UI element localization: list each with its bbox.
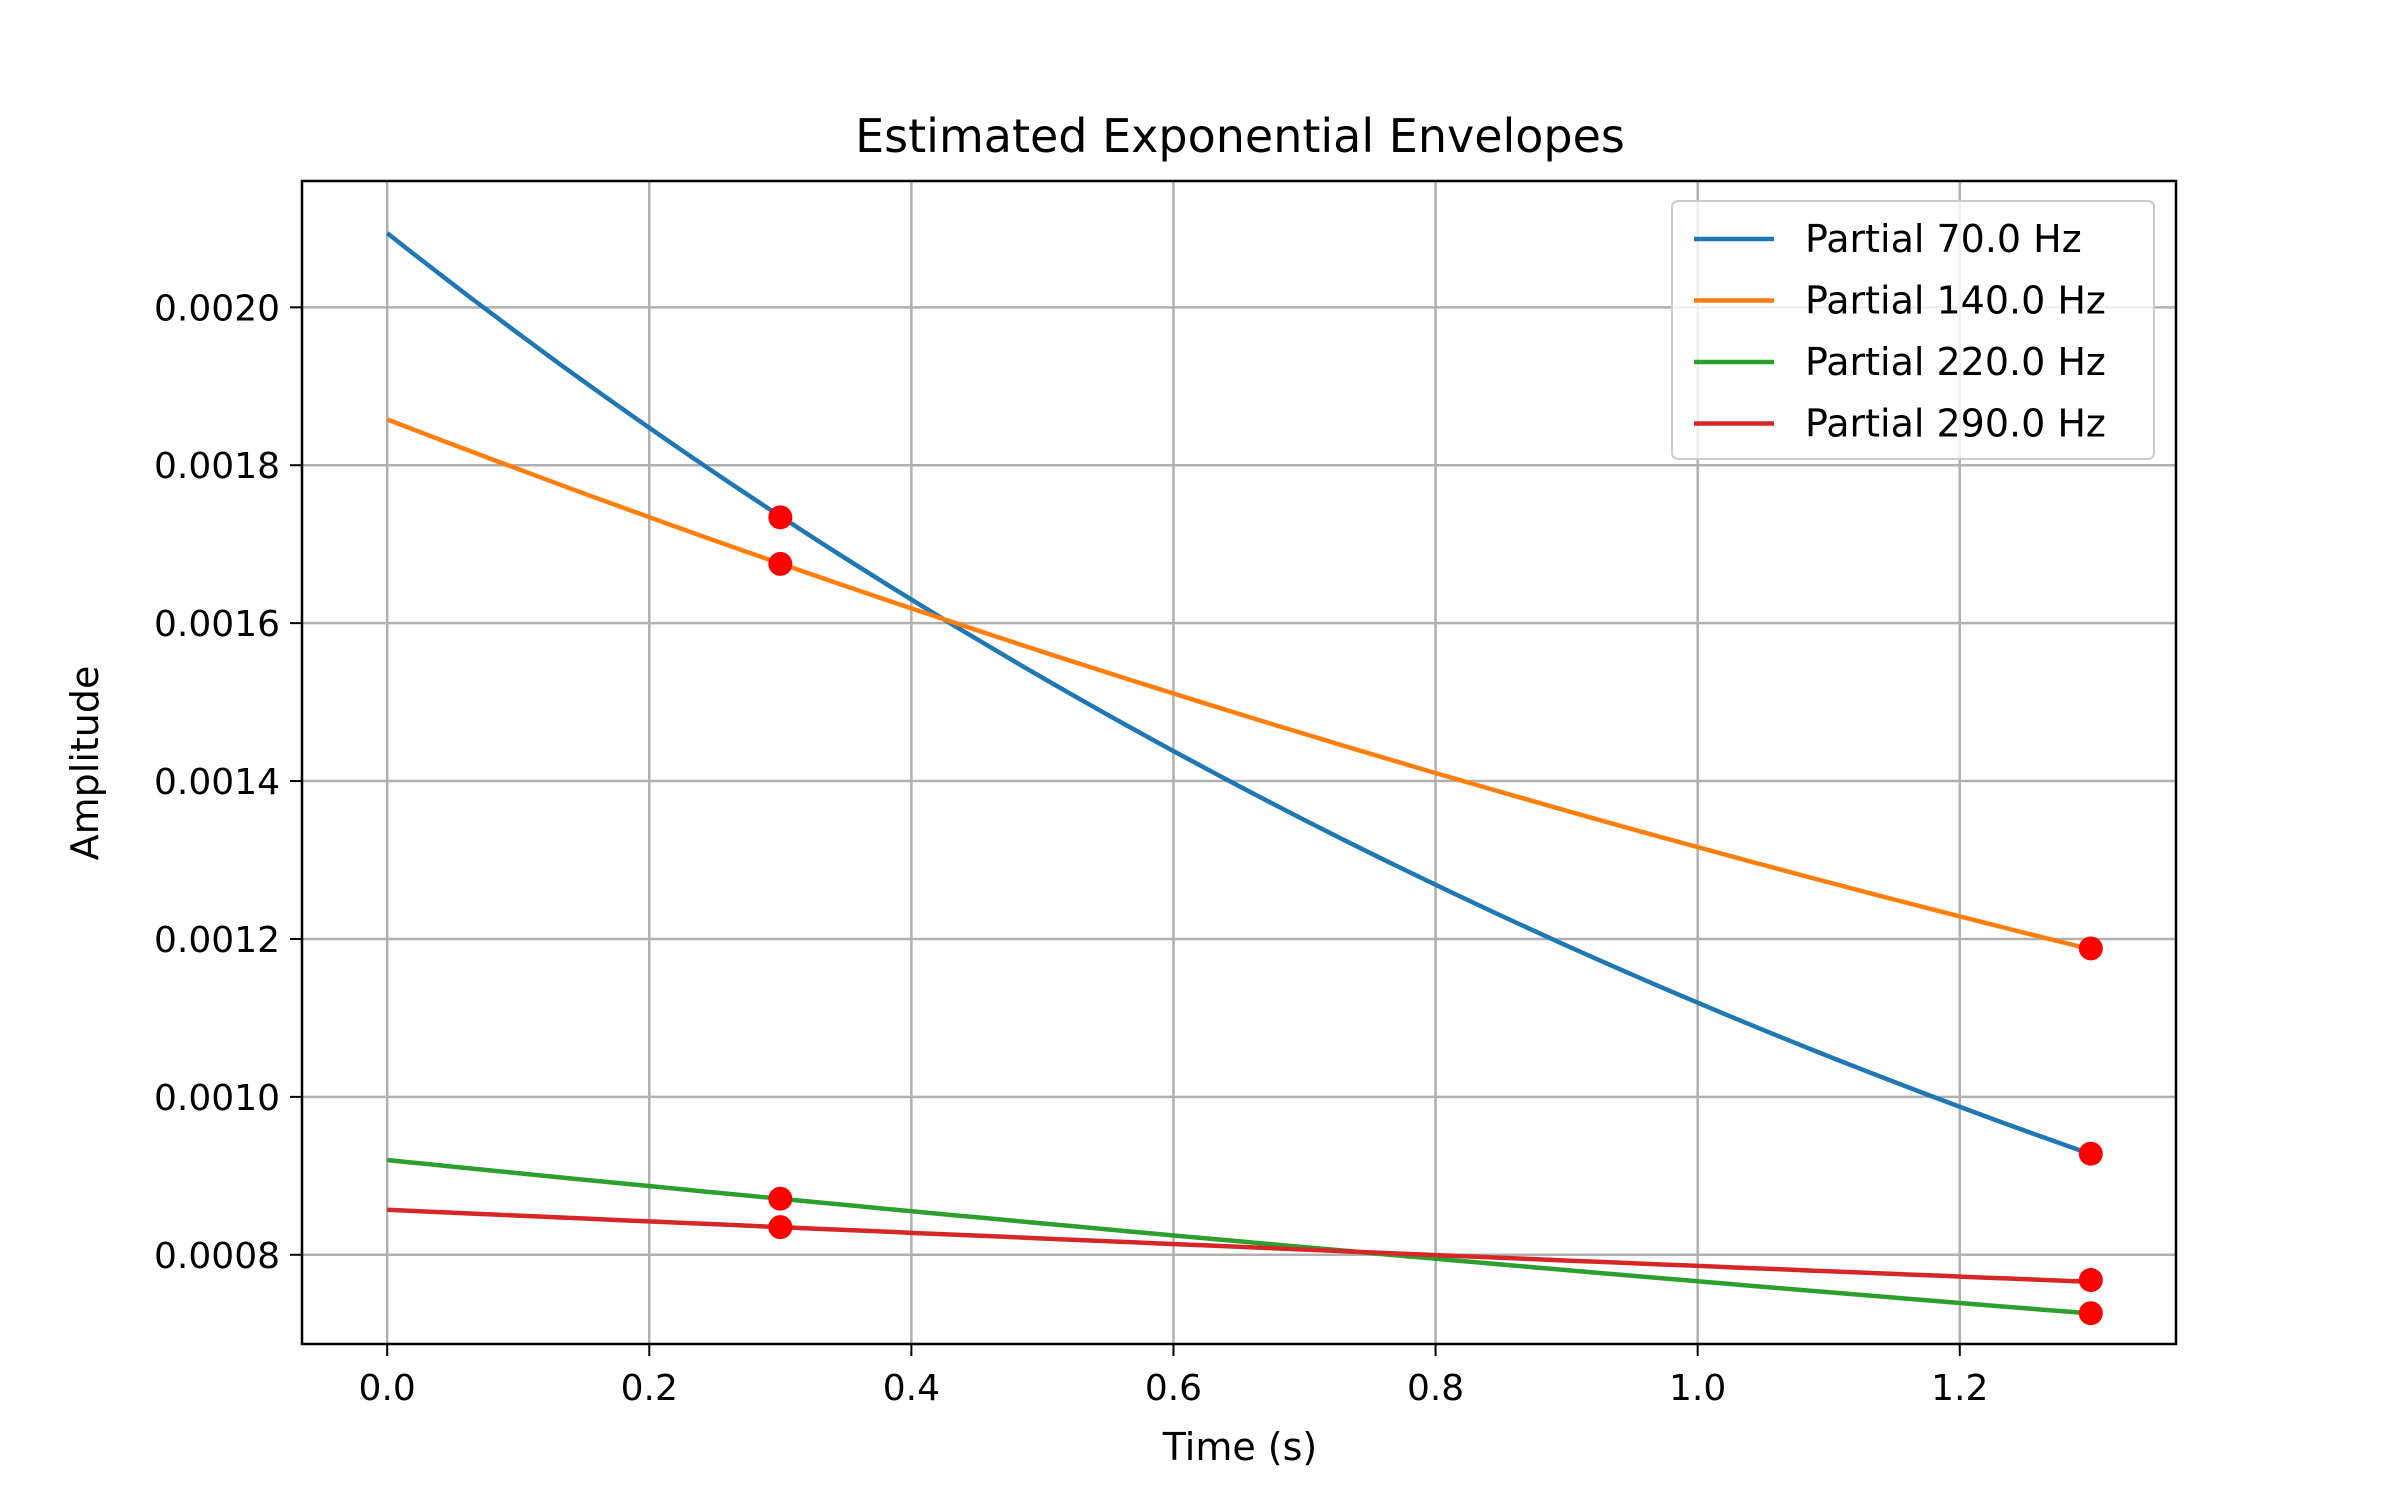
- legend-box: [1671, 200, 2155, 460]
- series-line-4: [387, 1207, 2091, 1285]
- series-layer: [385, 231, 2092, 1316]
- x-tick-label: 0.8: [1407, 1368, 1464, 1409]
- data-point: [768, 1186, 793, 1211]
- x-tick-label: 1.2: [1931, 1368, 1988, 1409]
- x-axis: 0.0 0.2 0.4 0.6 0.8 1.0 1.2: [359, 1344, 1988, 1409]
- y-tick-label: 0.0014: [154, 762, 280, 803]
- x-axis-label: Time (s): [1162, 1425, 1318, 1469]
- points-layer: [768, 505, 2103, 1326]
- legend-label: Partial 140.0 Hz: [1805, 279, 2106, 323]
- data-point: [2078, 936, 2103, 961]
- y-tick-label: 0.0012: [154, 920, 280, 961]
- legend-label: Partial 220.0 Hz: [1805, 340, 2106, 384]
- data-point: [768, 505, 793, 530]
- data-point: [768, 1215, 793, 1240]
- series-line-2: [386, 417, 2092, 952]
- series-line-1: [385, 231, 2092, 1157]
- y-tick-label: 0.0008: [154, 1236, 280, 1277]
- grid: [302, 181, 2176, 1344]
- data-point: [768, 551, 793, 576]
- y-tick-label: 0.0016: [154, 604, 280, 645]
- y-axis: 0.0008 0.0010 0.0012 0.0014 0.0016 0.0018 0.00…: [154, 288, 302, 1277]
- data-point: [2078, 1268, 2103, 1293]
- chart-title: Estimated Exponential Envelopes: [855, 109, 1625, 163]
- data-point: [2078, 1301, 2103, 1326]
- y-axis-label: Amplitude: [63, 666, 107, 861]
- legend: Partial 70.0 Hz Partial 140.0 Hz Partial 2…: [1671, 200, 2155, 460]
- x-tick-label: 0.4: [883, 1368, 940, 1409]
- legend-label: Partial 290.0 Hz: [1805, 402, 2106, 446]
- y-tick-label: 0.0018: [154, 446, 280, 487]
- x-tick-label: 0.6: [1145, 1368, 1202, 1409]
- x-tick-label: 0.2: [621, 1368, 678, 1409]
- x-tick-label: 1.0: [1669, 1368, 1726, 1409]
- x-tick-label: 0.0: [359, 1368, 416, 1409]
- series-line-3: [386, 1157, 2091, 1316]
- data-point: [2078, 1141, 2103, 1166]
- y-tick-label: 0.0020: [154, 288, 280, 329]
- legend-label: Partial 70.0 Hz: [1805, 217, 2082, 261]
- plot-frame: [300, 179, 2178, 1346]
- y-tick-label: 0.0010: [154, 1078, 280, 1119]
